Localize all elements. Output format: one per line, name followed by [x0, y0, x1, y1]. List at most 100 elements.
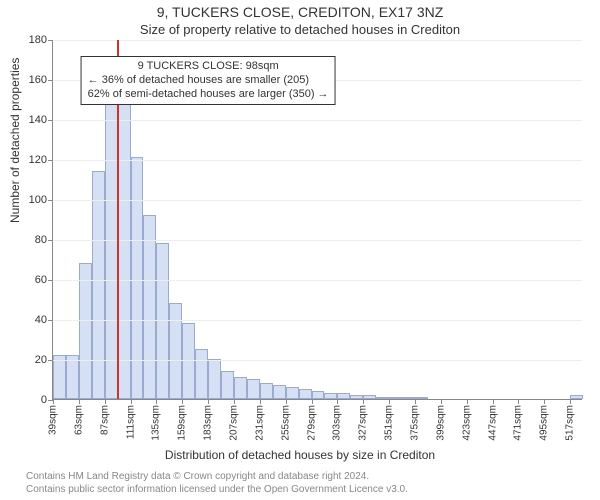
xtick-label: 375sqm [409, 405, 420, 441]
ytick-label: 100 [29, 194, 47, 206]
xtick-label: 135sqm [151, 405, 162, 441]
histogram-bar [415, 397, 428, 399]
ytick-mark [48, 80, 53, 81]
xtick-label: 63sqm [73, 405, 84, 435]
ytick-mark [48, 200, 53, 201]
annotation-line: ← 36% of detached houses are smaller (20… [88, 74, 329, 88]
histogram-bar [402, 397, 415, 399]
grid-line [53, 120, 582, 121]
histogram-bar [376, 397, 389, 399]
xtick-label: 231sqm [254, 405, 265, 441]
xtick-label: 495sqm [539, 405, 550, 441]
histogram-bar [118, 75, 131, 399]
ytick-label: 140 [29, 114, 47, 126]
plot-area: 02040608010012014016018039sqm63sqm87sqm1… [52, 40, 582, 400]
histogram-bar [273, 385, 286, 399]
histogram-bar [92, 171, 105, 399]
xtick-mark [544, 399, 545, 404]
xtick-mark [389, 399, 390, 404]
xtick-mark [312, 399, 313, 404]
ytick-mark [48, 360, 53, 361]
histogram-bar [208, 359, 221, 399]
ytick-label: 60 [35, 274, 47, 286]
annotation-line: 62% of semi-detached houses are larger (… [88, 88, 329, 102]
ytick-mark [48, 240, 53, 241]
xtick-mark [53, 399, 54, 404]
ytick-mark [48, 40, 53, 41]
chart-title: 9, TUCKERS CLOSE, CREDITON, EX17 3NZ [0, 4, 600, 20]
grid-line [53, 280, 582, 281]
xtick-mark [234, 399, 235, 404]
histogram-bar [312, 391, 325, 399]
xtick-mark [570, 399, 571, 404]
xtick-label: 303sqm [332, 405, 343, 441]
xtick-mark [286, 399, 287, 404]
ytick-label: 0 [41, 394, 47, 406]
xtick-label: 159sqm [177, 405, 188, 441]
histogram-bar [570, 395, 583, 399]
xtick-label: 111sqm [125, 405, 136, 439]
grid-line [53, 360, 582, 361]
histogram-bar [350, 395, 363, 399]
grid-line [53, 200, 582, 201]
xtick-mark [156, 399, 157, 404]
xtick-label: 87sqm [99, 405, 110, 435]
xtick-label: 423sqm [461, 405, 472, 441]
grid-line [53, 40, 582, 41]
histogram-bar [195, 349, 208, 399]
histogram-bar [53, 355, 66, 399]
xtick-mark [337, 399, 338, 404]
xtick-label: 279sqm [306, 405, 317, 441]
histogram-bar [247, 379, 260, 399]
ytick-mark [48, 160, 53, 161]
xtick-label: 447sqm [487, 405, 498, 441]
xtick-label: 255sqm [280, 405, 291, 441]
x-axis-label: Distribution of detached houses by size … [0, 448, 600, 462]
page-root: 9, TUCKERS CLOSE, CREDITON, EX17 3NZ Siz… [0, 0, 600, 500]
ytick-label: 80 [35, 234, 47, 246]
xtick-mark [208, 399, 209, 404]
ytick-mark [48, 320, 53, 321]
grid-line [53, 160, 582, 161]
histogram-bar [363, 395, 376, 399]
ytick-label: 160 [29, 74, 47, 86]
xtick-label: 183sqm [203, 405, 214, 441]
grid-line [53, 320, 582, 321]
histogram-bar [169, 303, 182, 399]
histogram-bar [286, 387, 299, 399]
ytick-label: 20 [35, 354, 47, 366]
xtick-label: 351sqm [384, 405, 395, 441]
ytick-label: 120 [29, 154, 47, 166]
annotation-box: 9 TUCKERS CLOSE: 98sqm← 36% of detached … [81, 56, 336, 105]
histogram-bar [299, 389, 312, 399]
chart-subtitle: Size of property relative to detached ho… [0, 22, 600, 37]
xtick-mark [182, 399, 183, 404]
ytick-mark [48, 280, 53, 281]
xtick-label: 39sqm [48, 405, 59, 435]
xtick-label: 327sqm [358, 405, 369, 441]
xtick-mark [518, 399, 519, 404]
xtick-mark [260, 399, 261, 404]
xtick-label: 207sqm [228, 405, 239, 441]
grid-line [53, 240, 582, 241]
xtick-mark [131, 399, 132, 404]
histogram-bar [260, 383, 273, 399]
xtick-label: 517sqm [565, 405, 576, 441]
histogram-bar [66, 355, 79, 399]
histogram-bar [337, 393, 350, 399]
xtick-mark [363, 399, 364, 404]
histogram-bar [324, 393, 337, 399]
histogram-bar [143, 215, 156, 399]
xtick-mark [415, 399, 416, 404]
histogram-bar [234, 377, 247, 399]
histogram-bar [389, 397, 402, 399]
histogram-bar [156, 243, 169, 399]
histogram-bar [221, 371, 234, 399]
ytick-label: 180 [29, 34, 47, 46]
xtick-label: 399sqm [435, 405, 446, 441]
ytick-label: 40 [35, 314, 47, 326]
xtick-mark [79, 399, 80, 404]
xtick-mark [493, 399, 494, 404]
ytick-mark [48, 120, 53, 121]
y-axis-label: Number of detached properties [8, 58, 22, 223]
